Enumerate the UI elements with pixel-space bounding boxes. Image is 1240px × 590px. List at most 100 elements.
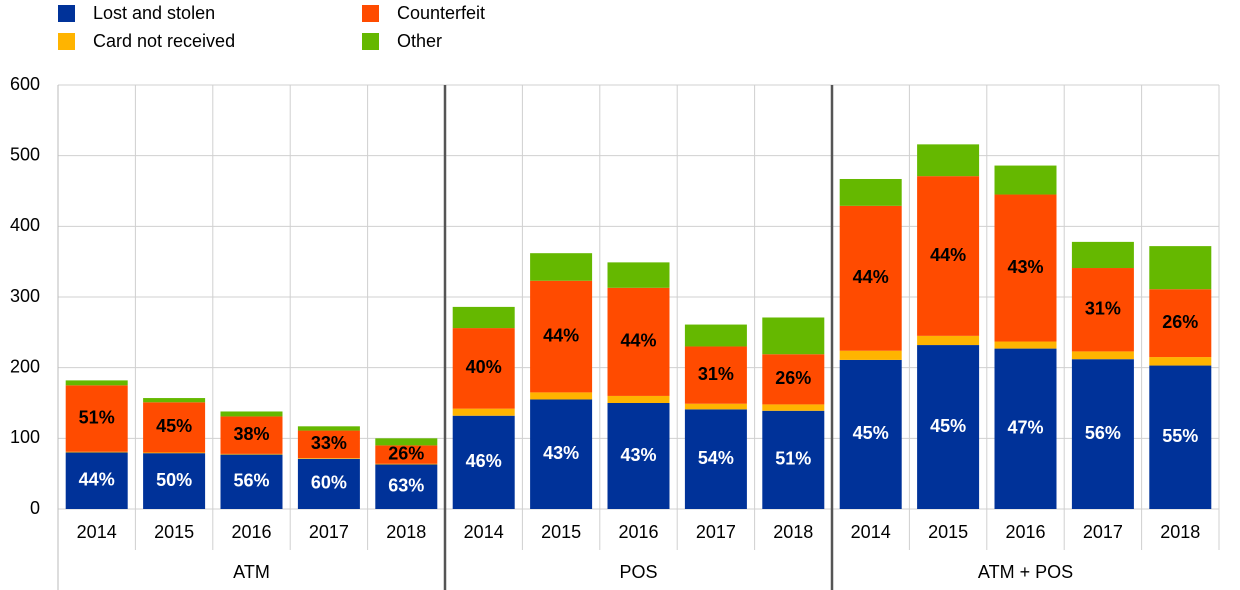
value-label: 45% (930, 416, 966, 436)
bar-segment (994, 348, 1057, 509)
bar-segment (994, 194, 1057, 342)
value-label: 50% (156, 470, 192, 490)
value-label: 44% (620, 331, 656, 351)
bar-segment (607, 395, 670, 403)
bar-segment (65, 380, 128, 386)
bar-segment (994, 165, 1057, 195)
x-tick-label: 2015 (154, 522, 194, 542)
bar-segment (762, 404, 825, 411)
bar-segment (1071, 359, 1134, 509)
y-tick-label: 200 (10, 356, 40, 376)
bar-segment (762, 410, 825, 509)
x-tick-label: 2016 (1005, 522, 1045, 542)
value-label: 63% (388, 475, 424, 495)
legend-label: Card not received (93, 31, 235, 51)
value-label: 45% (853, 423, 889, 443)
value-label: 56% (1085, 423, 1121, 443)
legend-label: Lost and stolen (93, 3, 215, 23)
bar-segment (297, 426, 360, 431)
bar-segment (297, 458, 360, 509)
value-label: 44% (930, 245, 966, 265)
value-label: 54% (698, 448, 734, 468)
bar-segment (917, 335, 980, 346)
value-label: 60% (311, 473, 347, 493)
bar-segment (917, 176, 980, 336)
bar-segment (297, 430, 360, 459)
bar-segment (607, 262, 670, 288)
bar-segment (65, 452, 128, 509)
bar-segment (762, 354, 825, 405)
legend-swatch (58, 33, 75, 50)
bar-segment (375, 463, 438, 465)
group-label: POS (619, 562, 657, 582)
x-tick-label: 2018 (386, 522, 426, 542)
value-label: 26% (1162, 312, 1198, 332)
bar-segment (375, 464, 438, 509)
x-tick-label: 2014 (851, 522, 891, 542)
x-tick-label: 2014 (464, 522, 504, 542)
x-tick-label: 2017 (309, 522, 349, 542)
bar-segment (143, 453, 206, 509)
value-label: 44% (79, 469, 115, 489)
value-label: 26% (775, 368, 811, 388)
bar-segment (1071, 241, 1134, 269)
value-label: 51% (775, 449, 811, 469)
value-label: 38% (233, 424, 269, 444)
bar-segment (375, 438, 438, 446)
value-label: 43% (543, 443, 579, 463)
value-label: 33% (311, 433, 347, 453)
group-label: ATM + POS (978, 562, 1073, 582)
bar-segment (220, 411, 283, 417)
value-label: 40% (466, 357, 502, 377)
x-tick-label: 2017 (1083, 522, 1123, 542)
y-tick-label: 500 (10, 144, 40, 164)
value-label: 31% (698, 364, 734, 384)
bar-segment (839, 205, 902, 351)
bar-segment (684, 346, 747, 404)
y-tick-label: 400 (10, 215, 40, 235)
bar-segment (220, 416, 283, 454)
bar-segment (65, 385, 128, 452)
bar-segment (607, 403, 670, 509)
bar-segment (684, 409, 747, 509)
bar-segment (1071, 268, 1134, 352)
value-label: 56% (233, 471, 269, 491)
value-label: 43% (1007, 257, 1043, 277)
x-tick-label: 2015 (928, 522, 968, 542)
bar-segment (1149, 246, 1212, 290)
legend-swatch (362, 33, 379, 50)
bar-segment (452, 328, 515, 409)
bar-segment (994, 341, 1057, 349)
bar-segment (220, 454, 283, 509)
value-label: 45% (156, 416, 192, 436)
bar-segment (530, 392, 593, 400)
bar-segment (839, 359, 902, 509)
bar-segment (452, 415, 515, 509)
bar-segment (607, 287, 670, 396)
value-label: 55% (1162, 426, 1198, 446)
x-tick-label: 2018 (1160, 522, 1200, 542)
bar-segment (452, 306, 515, 329)
legend-swatch (362, 5, 379, 22)
bar-segment (1149, 357, 1212, 366)
bar-segment (839, 178, 902, 206)
bar-segment (375, 445, 438, 464)
y-tick-label: 300 (10, 286, 40, 306)
value-label: 43% (620, 445, 656, 465)
y-tick-label: 600 (10, 74, 40, 94)
bar-segment (839, 350, 902, 360)
bar-segment (917, 144, 980, 177)
x-tick-label: 2016 (231, 522, 271, 542)
x-tick-label: 2017 (696, 522, 736, 542)
bar-segment (143, 402, 206, 453)
legend-swatch (58, 5, 75, 22)
value-label: 31% (1085, 298, 1121, 318)
bar-segment (1149, 289, 1212, 358)
bar-segment (297, 458, 360, 459)
bar-segment (917, 345, 980, 509)
bar-segment (762, 317, 825, 355)
bar-segment (1071, 351, 1134, 360)
y-tick-label: 0 (30, 498, 40, 518)
value-label: 51% (79, 407, 115, 427)
